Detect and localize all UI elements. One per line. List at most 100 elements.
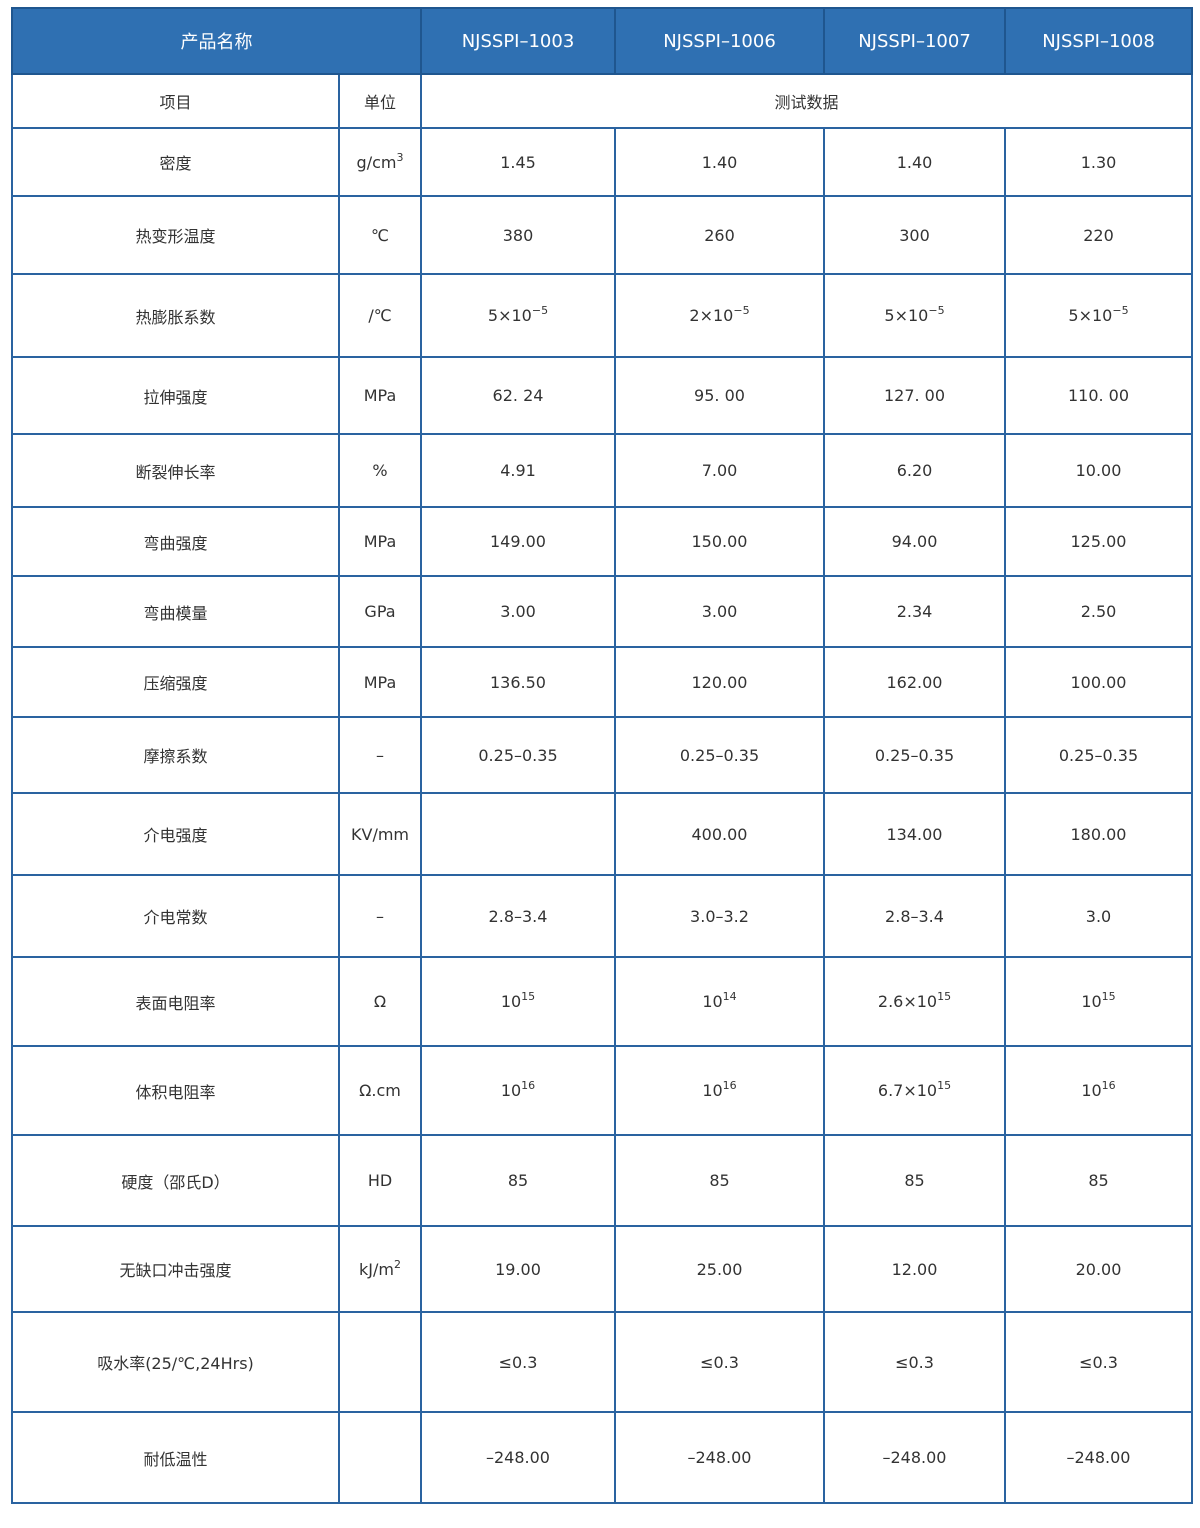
table-body: 产品名称 NJSSPI–1003 NJSSPI–1006 NJSSPI–1007 NJS… <box>11 7 1193 1504</box>
item-cell: 硬度（邵氏D） <box>11 1134 340 1227</box>
cell-superscript: 16 <box>722 1079 737 1092</box>
cell-superscript: −5 <box>531 304 549 317</box>
cell-text: 耐低温性 <box>143 1449 208 1469</box>
value-cell: 12.00 <box>823 1225 1006 1313</box>
value-cell: –248.00 <box>614 1411 825 1504</box>
value-cell: 10.00 <box>1004 433 1193 508</box>
cell-text: 127. 00 <box>883 386 946 405</box>
cell-text: 介电常数 <box>143 908 208 927</box>
cell-text: 380 <box>502 225 534 245</box>
cell-text: – <box>376 745 384 765</box>
unit-cell: g/cm3 <box>338 127 422 197</box>
cell-text: /℃ <box>368 306 392 325</box>
cell-text: 150.00 <box>691 532 748 551</box>
unit-cell: ℃ <box>338 195 422 275</box>
value-cell: 1014 <box>614 956 825 1047</box>
cell-text: ≤0.3 <box>895 1352 934 1372</box>
value-cell: 3.0 <box>1004 874 1193 958</box>
value-cell: 100.00 <box>1004 646 1193 718</box>
cell-text: MPa <box>363 386 397 405</box>
cell-text: –248.00 <box>882 1448 947 1467</box>
value-cell: 1.40 <box>614 127 825 197</box>
cell-text: 热膨胀系数 <box>135 307 216 327</box>
value-cell: 0.25–0.35 <box>1004 716 1193 794</box>
value-cell: 0.25–0.35 <box>823 716 1006 794</box>
cell-text: NJSSPI–1003 <box>461 30 575 52</box>
cell-text: KV/mm <box>351 824 409 844</box>
value-cell: 120.00 <box>614 646 825 718</box>
table-row: 吸水率(25/℃,24Hrs) ≤0.3 ≤0.3 ≤0.3 ≤0.3 <box>11 1311 1193 1413</box>
value-cell: 20.00 <box>1004 1225 1193 1313</box>
table-row: 热变形温度 ℃ 380 260 300 220 <box>11 195 1193 275</box>
cell-text: % <box>372 461 388 480</box>
cell-text: 19.00 <box>495 1259 541 1279</box>
value-cell: 0.25–0.35 <box>614 716 825 794</box>
cell-text: ≤0.3 <box>700 1352 739 1372</box>
value-cell: 85 <box>420 1134 616 1227</box>
cell-text: 压缩强度 <box>143 674 208 693</box>
cell-text: 7.00 <box>701 461 738 480</box>
header-cell: NJSSPI–1007 <box>823 7 1006 75</box>
unit-cell: MPa <box>338 356 422 435</box>
table-row: 摩擦系数 – 0.25–0.35 0.25–0.35 0.25–0.35 0.25–0.3… <box>11 716 1193 794</box>
unit-cell <box>338 1411 422 1504</box>
cell-text: NJSSPI–1006 <box>663 30 776 52</box>
unit-cell: /℃ <box>338 273 422 358</box>
unit-cell: KV/mm <box>338 792 422 876</box>
table-row: 密度 g/cm3 1.45 1.40 1.40 1.30 <box>11 127 1193 197</box>
cell-text: –248.00 <box>1066 1448 1131 1467</box>
unit-cell: MPa <box>338 506 422 577</box>
cell-text: 5×10 <box>1068 306 1113 325</box>
cell-text: 162.00 <box>886 672 943 692</box>
item-cell: 介电强度 <box>11 792 340 876</box>
cell-text: 产品名称 <box>180 32 253 53</box>
cell-text: Ω <box>373 992 387 1011</box>
value-cell: 95. 00 <box>614 356 825 435</box>
cell-text: 2.8–3.4 <box>885 906 944 926</box>
cell-text: 100.00 <box>1070 672 1127 692</box>
item-cell: 拉伸强度 <box>11 356 340 435</box>
value-cell: 150.00 <box>614 506 825 577</box>
cell-superscript: −5 <box>733 304 750 317</box>
unit-cell <box>338 1311 422 1413</box>
cell-text: HD <box>367 1171 393 1190</box>
table-row: 热膨胀系数/℃ 5×10−5 2×10−5 5×10−5 5×10−5 <box>11 273 1193 358</box>
subheader-cell: 测试数据 <box>420 73 1193 129</box>
cell-text: 125.00 <box>1070 532 1127 551</box>
cell-text: 12.00 <box>891 1259 938 1279</box>
value-cell: 0.25–0.35 <box>420 716 616 794</box>
unit-cell: GPa <box>338 575 422 648</box>
cell-text: 表面电阻率 <box>135 993 216 1013</box>
value-cell: 2.8–3.4 <box>823 874 1006 958</box>
cell-superscript: 15 <box>937 1079 952 1092</box>
value-cell: 85 <box>823 1134 1006 1227</box>
value-cell: 7.00 <box>614 433 825 508</box>
cell-text: 0.25–0.35 <box>478 745 558 765</box>
cell-text: 介电强度 <box>143 826 208 845</box>
unit-cell: MPa <box>338 646 422 718</box>
item-cell: 体积电阻率 <box>11 1045 340 1136</box>
item-cell: 吸水率(25/℃,24Hrs) <box>11 1311 340 1413</box>
cell-text: 62. 24 <box>492 386 544 405</box>
value-cell: 134.00 <box>823 792 1006 876</box>
value-cell: 125.00 <box>1004 506 1193 577</box>
cell-text: 2.50 <box>1080 602 1117 621</box>
item-cell: 摩擦系数 <box>11 716 340 794</box>
cell-text: ≤0.3 <box>498 1352 538 1372</box>
cell-text: 10 <box>702 1081 723 1100</box>
value-cell: 260 <box>614 195 825 275</box>
cell-text: 85 <box>904 1171 925 1190</box>
value-cell: 136.50 <box>420 646 616 718</box>
table-row: 表面电阻率 Ω 1015 1014 2.6×1015 1015 <box>11 956 1193 1047</box>
cell-text: 无缺口冲击强度 <box>119 1261 232 1280</box>
table-row: 拉伸强度 MPa 62. 24 95. 00 127. 00 110. 00 <box>11 356 1193 435</box>
value-cell: 2.50 <box>1004 575 1193 648</box>
cell-text: NJSSPI–1007 <box>858 30 971 52</box>
table-row: 介电常数 – 2.8–3.4 3.0–3.2 2.8–3.4 3.0 <box>11 874 1193 958</box>
cell-superscript: 15 <box>1101 990 1116 1003</box>
value-cell: 6.7×1015 <box>823 1045 1006 1136</box>
cell-text: 6.7×10 <box>877 1081 938 1100</box>
cell-superscript: 16 <box>1101 1079 1116 1092</box>
value-cell: 127. 00 <box>823 356 1006 435</box>
table-row: 弯曲模量 GPa 3.00 3.00 2.34 2.50 <box>11 575 1193 648</box>
